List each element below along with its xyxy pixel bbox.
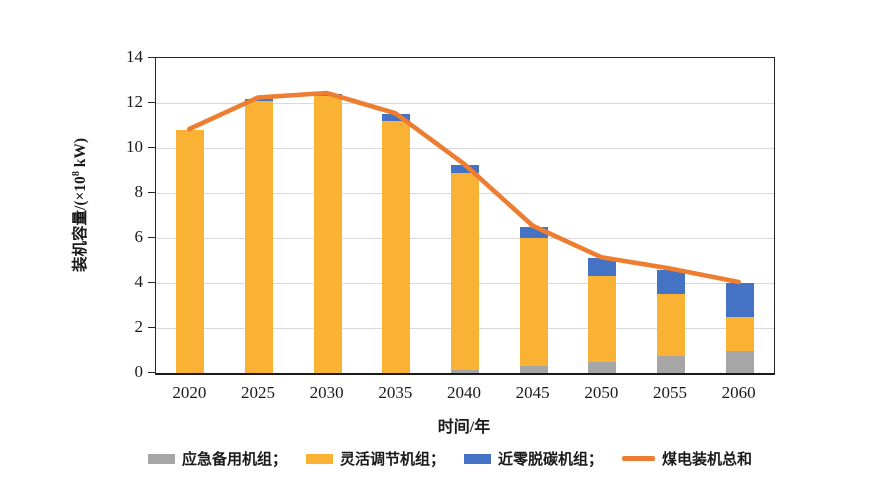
y-tick-mark xyxy=(148,146,155,148)
y-tick-label: 8 xyxy=(134,182,144,201)
legend: 应急备用机组； 灵活调节机组； 近零脱碳机组； 煤电装机总和 xyxy=(148,448,752,469)
y-axis-title-superscript: 8 xyxy=(70,171,82,177)
bar-segment-flexible-adjust xyxy=(245,100,273,373)
legend-item: 煤电装机总和 xyxy=(622,448,752,469)
y-tick-label: 0 xyxy=(134,362,144,381)
x-tick-label: 2040 xyxy=(447,383,481,402)
bar-segment-emergency-backup xyxy=(519,366,548,373)
y-tick-mark xyxy=(148,101,155,103)
bar-segment-near-zero-decarb xyxy=(519,226,548,238)
legend-color-swatch xyxy=(306,453,334,464)
y-tick-mark xyxy=(148,191,155,193)
legend-line-swatch xyxy=(622,456,656,461)
x-tick-label: 2030 xyxy=(309,383,344,402)
bar-segment-flexible-adjust xyxy=(588,276,617,362)
x-tick-label: 2035 xyxy=(378,383,413,402)
bar-segment-flexible-adjust xyxy=(519,238,548,367)
bar-segment-near-zero-decarb xyxy=(382,114,411,121)
x-tick-label: 2025 xyxy=(241,383,275,402)
x-tick-label: 2060 xyxy=(721,383,756,402)
x-tick-label: 2055 xyxy=(653,383,687,402)
bar-segment-emergency-backup xyxy=(451,369,479,373)
bar-segment-flexible-adjust xyxy=(176,130,205,373)
x-tick-label: 2020 xyxy=(172,383,207,402)
y-tick-label: 14 xyxy=(126,47,143,66)
bar-segment-near-zero-decarb xyxy=(725,283,754,317)
legend-item: 应急备用机组； xyxy=(148,448,287,469)
bar-segment-flexible-adjust xyxy=(382,121,411,373)
legend-item: 近零脱碳机组； xyxy=(464,448,603,469)
y-tick-label: 4 xyxy=(134,272,144,291)
bar-segment-near-zero-decarb xyxy=(451,164,479,173)
bar-segment-flexible-adjust xyxy=(313,96,342,373)
legend-color-swatch xyxy=(464,453,492,464)
y-tick-mark xyxy=(148,56,155,58)
bar-segment-near-zero-decarb xyxy=(588,258,617,277)
bar-segment-near-zero-decarb xyxy=(245,98,273,101)
bar-segment-flexible-adjust xyxy=(725,316,754,351)
y-tick-mark xyxy=(148,371,155,373)
legend-label: 近零脱碳机组； xyxy=(498,452,604,468)
plot-area xyxy=(155,57,775,375)
y-tick-label: 10 xyxy=(126,137,143,156)
legend-item: 灵活调节机组； xyxy=(306,448,445,469)
y-tick-mark xyxy=(148,326,155,328)
y-tick-label: 6 xyxy=(134,227,144,246)
bar-segment-flexible-adjust xyxy=(657,294,685,357)
bar-segment-emergency-backup xyxy=(657,356,685,373)
bar-segment-emergency-backup xyxy=(588,361,617,373)
bar-segment-near-zero-decarb xyxy=(313,94,342,97)
legend-label: 灵活调节机组； xyxy=(340,452,446,468)
y-tick-label: 2 xyxy=(134,317,144,336)
legend-color-swatch xyxy=(148,453,175,464)
x-tick-label: 2045 xyxy=(515,383,550,402)
legend-label: 应急备用机组； xyxy=(182,452,288,468)
bar-segment-flexible-adjust xyxy=(451,172,479,370)
x-tick-label: 2050 xyxy=(584,383,619,402)
y-axis-title-unit: kW) xyxy=(72,138,89,172)
bar-segment-emergency-backup xyxy=(725,350,754,373)
y-tick-mark xyxy=(148,236,155,238)
x-axis-title: 时间/年 xyxy=(437,419,491,436)
legend-label: 煤电装机总和 xyxy=(662,452,753,468)
bar-segment-near-zero-decarb xyxy=(657,269,685,295)
y-tick-label: 12 xyxy=(126,92,143,111)
y-tick-mark xyxy=(148,281,155,283)
y-axis-title-text: 装机容量/(×10 xyxy=(72,176,89,272)
